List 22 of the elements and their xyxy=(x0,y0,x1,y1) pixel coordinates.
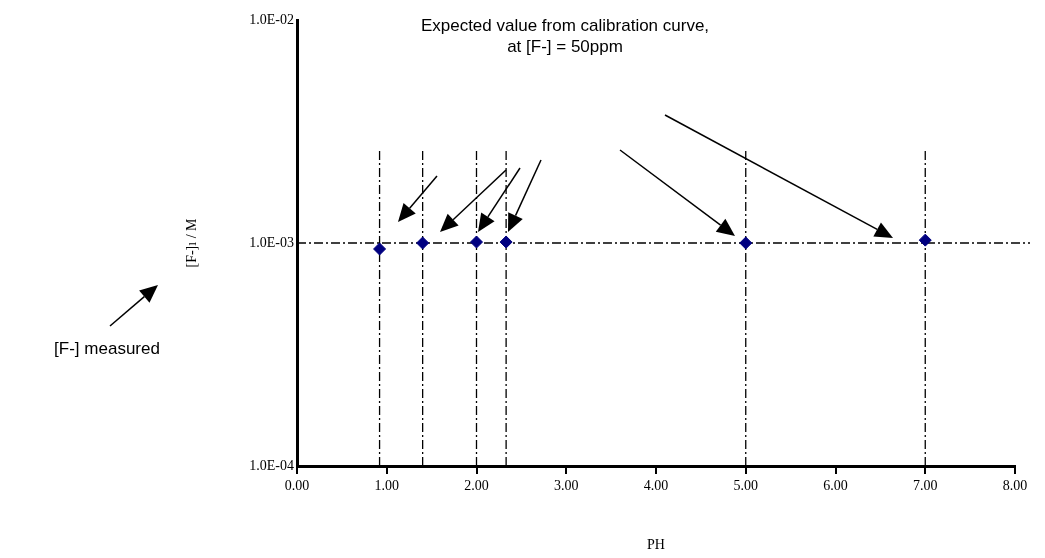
x-axis-title: PH xyxy=(647,537,665,553)
y-axis-title: [F-]ı / M xyxy=(184,217,200,268)
text: [F-] measured xyxy=(53,338,161,359)
x-tick-label: 1.00 xyxy=(374,478,399,494)
y-tick-label: 1.0E-02 xyxy=(249,11,294,27)
y-tick-label: 1.0E-04 xyxy=(249,457,294,473)
y-tick-label: 1.0E-03 xyxy=(249,234,294,250)
point xyxy=(373,242,387,256)
x-tick-label: 4.00 xyxy=(643,478,669,494)
x-tick-label: 5.00 xyxy=(733,478,758,494)
point xyxy=(918,233,932,247)
x-tick-label: 8.00 xyxy=(1002,478,1028,494)
x-tick-label: 3.00 xyxy=(554,478,579,494)
annotation: Expected value from calibration curve, at [F-] = 50ppm xyxy=(419,15,711,57)
x-tick-label: 6.00 xyxy=(823,478,848,494)
x-tick-label: 2.00 xyxy=(464,478,489,494)
point xyxy=(416,236,430,250)
point xyxy=(470,235,483,249)
point xyxy=(499,235,513,249)
point xyxy=(739,236,753,250)
x-tick-label: 7.00 xyxy=(913,478,938,494)
x-tick-label: 0.00 xyxy=(284,478,310,494)
